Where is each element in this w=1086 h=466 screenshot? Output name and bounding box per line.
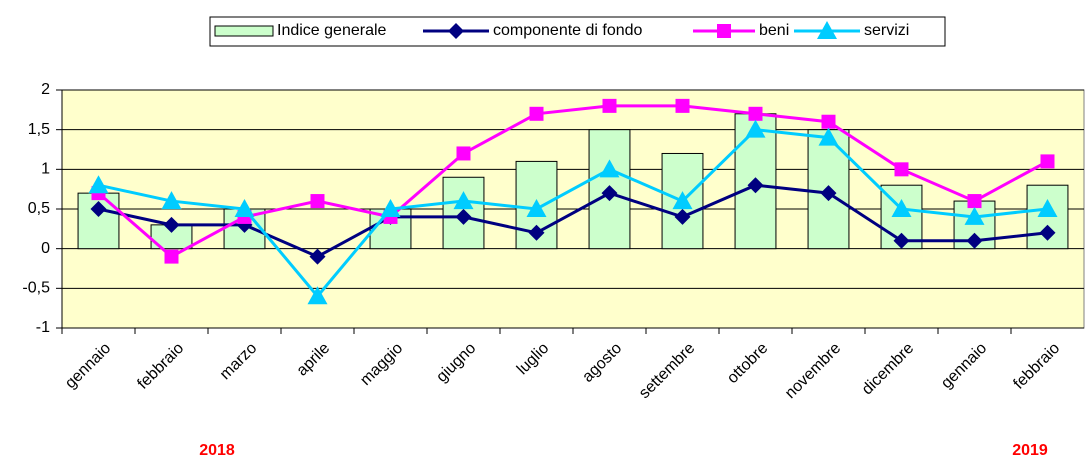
y-tick-label: -0,5 [22,280,50,297]
line [98,128,1048,299]
marker [1039,224,1056,241]
legend-label: servizi [864,22,909,39]
year-label: 2019 [1012,442,1048,459]
marker [894,162,909,177]
marker [675,98,690,113]
marker [821,114,836,129]
marker [88,175,109,194]
marker [163,216,180,233]
x-tick-label: settembre [636,340,698,402]
marker [599,159,620,178]
legend-marker [717,24,731,38]
x-tick-label: gennaio [938,340,990,392]
marker [529,106,544,121]
legend-label: beni [759,22,789,39]
y-tick-label: 0,5 [28,200,50,217]
marker [307,286,328,305]
marker [967,194,982,209]
x-tick-label: giugno [433,340,479,386]
marker [161,191,182,210]
marker [818,127,839,146]
y-tick-label: -1 [36,319,50,336]
x-tick-label: ottobre [724,340,771,387]
x-tick-label: febbraio [134,340,187,393]
x-tick-label: gennaio [62,340,114,392]
line [97,104,1049,259]
legend-marker [448,23,464,39]
marker [310,194,325,209]
marker [456,146,471,161]
marker [672,191,693,210]
marker [164,249,179,264]
marker [453,191,474,210]
marker [90,201,107,217]
x-tick-label: novembre [782,340,844,402]
marker [747,177,764,194]
marker [891,199,912,217]
x-tick-label: aprile [294,340,334,380]
marker [745,119,766,138]
legend-marker [817,21,837,39]
y-tick-label: 1,5 [28,121,50,138]
x-tick-label: dicembre [859,340,918,399]
marker [893,232,910,249]
marker [1040,154,1055,169]
marker [309,248,326,265]
x-tick-label: marzo [217,340,261,384]
x-tick-label: maggio [357,340,406,389]
marker [380,199,401,217]
y-tick-label: 0 [41,240,50,257]
legend-label: Indice generale [277,22,387,39]
legend-label: componente di fondo [493,22,643,39]
marker [820,185,837,202]
marker [528,224,545,241]
marker [966,232,983,249]
marker [964,206,985,225]
marker [526,199,547,217]
y-tick-label: 2 [41,81,50,98]
line [98,183,1048,259]
x-tick-label: agosto [579,340,625,386]
marker [748,106,763,121]
marker [674,208,691,225]
y-tick-label: 1 [41,161,50,178]
x-tick-label: febbraio [1010,340,1063,393]
marker [1037,199,1058,217]
x-tick-label: luglio [514,340,553,379]
marker [601,185,618,202]
marker [602,98,617,113]
marker [234,199,255,217]
legend-swatch [214,25,274,37]
year-label: 2018 [199,442,235,459]
marker [455,208,472,225]
